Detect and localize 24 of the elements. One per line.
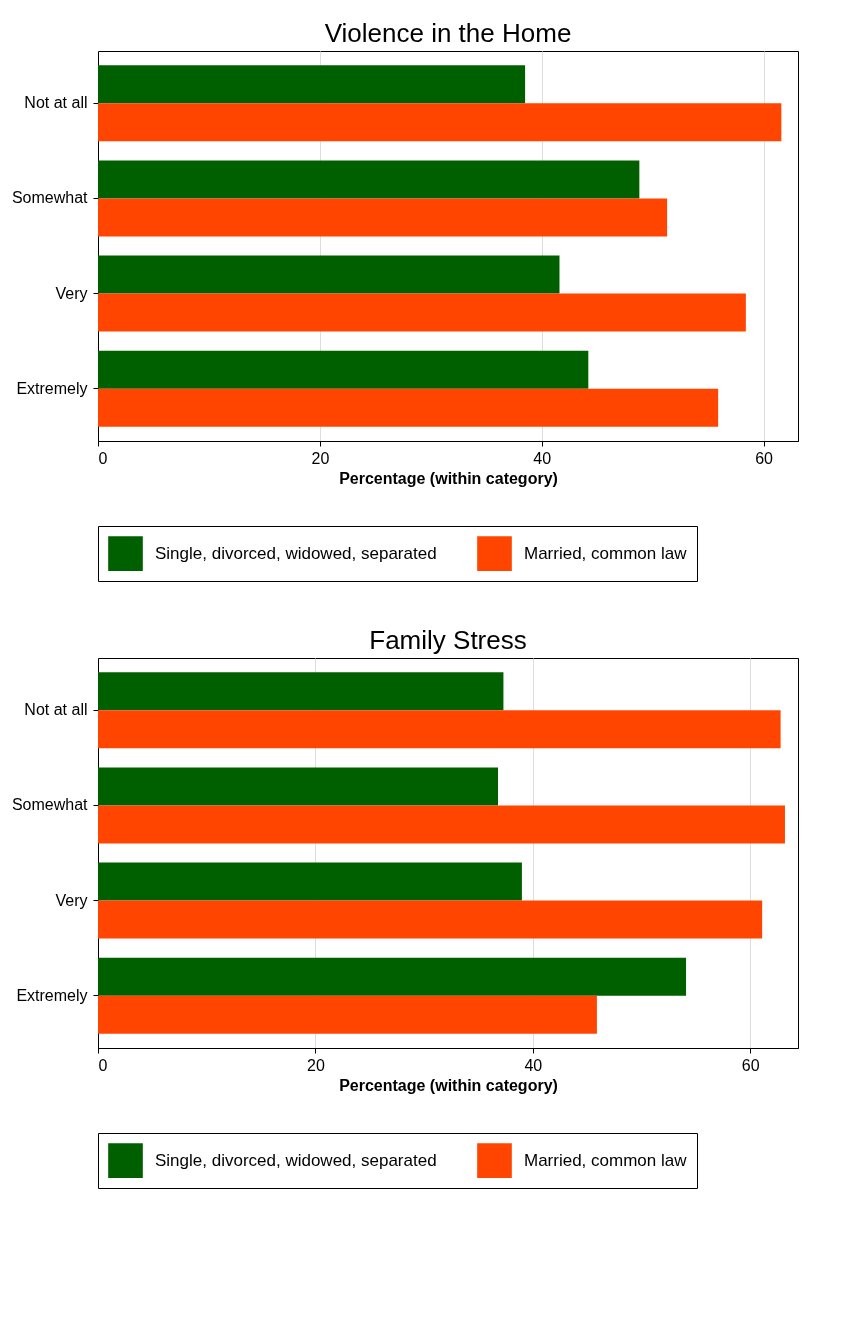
x-axis-title: Percentage (within category) <box>339 469 558 487</box>
x-tick-label: 0 <box>98 449 108 467</box>
chart-title: Family Stress <box>369 625 527 655</box>
legend-label: Married, common law <box>524 543 688 563</box>
y-tick-label: Very <box>55 284 88 302</box>
x-tick-label: 20 <box>311 449 330 467</box>
x-tick-label: 60 <box>755 449 774 467</box>
y-tick-label: Extremely <box>16 986 88 1004</box>
legend-label: Single, divorced, widowed, separated <box>155 543 437 563</box>
x-axis-title: Percentage (within category) <box>339 1076 558 1094</box>
x-tick-label: 60 <box>741 1056 760 1074</box>
x-tick-label: 40 <box>533 449 552 467</box>
x-tick-label: 0 <box>98 1056 108 1074</box>
x-tick-label: 20 <box>306 1056 325 1074</box>
legend-label: Married, common law <box>524 1150 688 1170</box>
y-tick-label: Somewhat <box>11 796 89 814</box>
y-tick-label: Somewhat <box>11 189 89 207</box>
legend-label: Single, divorced, widowed, separated <box>155 1150 437 1170</box>
y-tick-label: Extremely <box>16 379 88 397</box>
x-tick-label: 40 <box>524 1056 543 1074</box>
y-tick-label: Not at all <box>24 94 88 112</box>
y-tick-label: Very <box>55 891 88 909</box>
y-tick-label: Not at all <box>24 701 88 719</box>
chart-title: Violence in the Home <box>324 18 572 48</box>
